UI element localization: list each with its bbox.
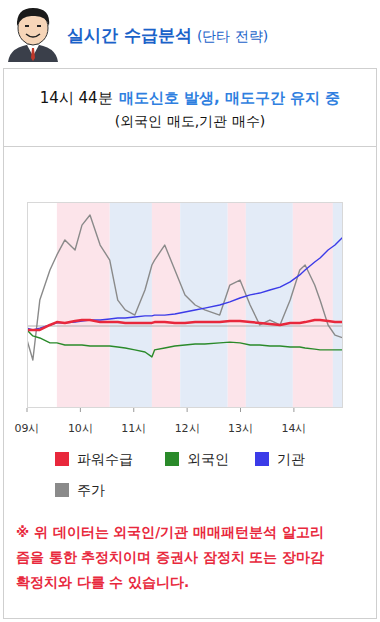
avatar-hair: [17, 8, 49, 26]
legend-label: 파워수급: [77, 451, 133, 467]
legend-swatch: [165, 452, 179, 466]
x-tick: [133, 408, 134, 412]
footnote: 확정치와 다를 수 있습니다.: [16, 574, 189, 590]
x-tick-label: 14시: [281, 422, 306, 435]
footnote: 즘을 통한 추정치이며 증권사 잠정치 또는 장마감: [16, 549, 324, 565]
title-text: 실시간 수급분석: [67, 25, 192, 45]
x-tick-label: 11시: [121, 422, 146, 435]
series-line: [27, 237, 343, 330]
signal-zone: [57, 202, 110, 408]
signal-zone: [110, 202, 152, 408]
legend-swatch: [55, 483, 69, 497]
x-tick: [187, 408, 188, 412]
footnote: ※ 위 데이터는 외국인/기관 매매패턴분석 알고리: [16, 524, 324, 540]
legend-label: 기관: [277, 451, 305, 467]
x-tick-label: 09시: [15, 422, 40, 435]
signal: 14시 44분 매도신호 발생, 매도구간 유지 중: [40, 89, 341, 107]
avatar-mouth: [26, 34, 40, 37]
panel-frame: [4, 69, 377, 619]
baseline: [27, 326, 343, 327]
x-tick-label: 10시: [68, 422, 93, 435]
legend-swatch: [255, 452, 269, 466]
panel-divider: [4, 146, 376, 147]
avatar: [8, 8, 58, 62]
title: 실시간 수급분석 (단타 전략): [67, 25, 268, 45]
x-tick: [80, 408, 81, 412]
series-line: [27, 215, 343, 360]
signal-zone: [246, 202, 293, 408]
avatar-suit: [8, 44, 58, 62]
x-tick: [240, 408, 241, 412]
x-tick: [293, 408, 294, 412]
x-tick-label: 13시: [228, 422, 253, 435]
signal-message: 매도신호 발생, 매도구간 유지 중: [119, 89, 341, 107]
signal-detail: (외국인 매도,기관 매수): [115, 113, 265, 129]
signal-time: 14시 44분: [40, 89, 113, 107]
avatar-eyes: [25, 25, 41, 27]
plot-background: [27, 202, 343, 408]
page: 실시간 수급분석 (단타 전략) 14시 44분 매도신호 발생, 매도구간 유지 중…: [0, 0, 380, 622]
avatar-tie: [31, 48, 35, 61]
x-tick-label: 12시: [175, 422, 200, 435]
legend-label: 외국인: [187, 451, 229, 467]
legend-label: 주가: [77, 482, 105, 498]
series-line: [27, 330, 343, 357]
legend-swatch: [55, 452, 69, 466]
series-line: [27, 320, 343, 330]
signal-zone: [152, 202, 180, 408]
plot-frame: [28, 203, 343, 408]
signal-zone: [333, 202, 343, 408]
subtitle-text: (단타 전략): [197, 28, 268, 44]
signal-zone: [293, 202, 333, 408]
signal-zone: [228, 202, 246, 408]
x-tick: [27, 408, 28, 412]
plot-area: [27, 202, 343, 408]
